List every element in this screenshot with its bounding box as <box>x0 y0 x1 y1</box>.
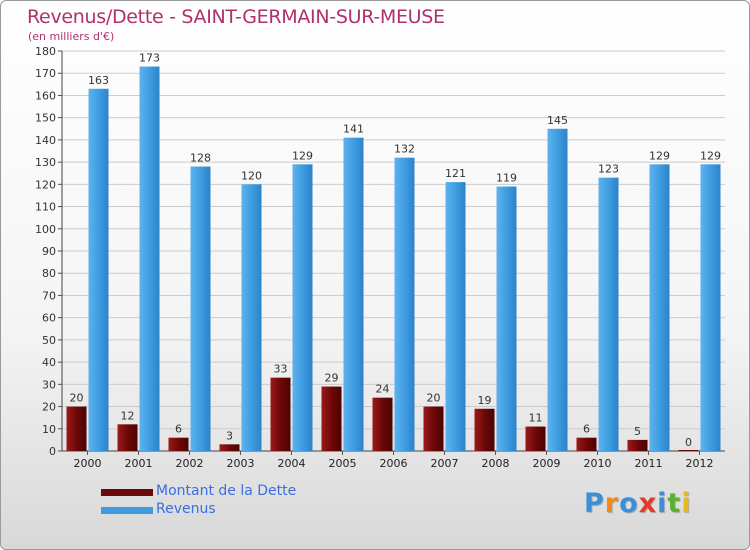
data-label-revenue: 173 <box>139 52 160 65</box>
y-tick-label: 140 <box>35 134 56 147</box>
data-label-revenue: 123 <box>598 163 619 176</box>
bar-revenue <box>496 186 517 452</box>
chart-subtitle: (en milliers d'€) <box>28 30 115 43</box>
bar-debt <box>66 406 87 451</box>
data-label-debt: 3 <box>226 429 233 442</box>
y-tick-label: 0 <box>49 445 56 458</box>
y-tick-label: 50 <box>42 334 56 347</box>
bar-revenue <box>394 157 415 451</box>
legend-swatch-debt <box>101 489 153 496</box>
data-label-debt: 20 <box>70 392 84 405</box>
data-label-debt: 20 <box>427 392 441 405</box>
data-label-revenue: 163 <box>88 74 109 87</box>
x-tick-label: 2002 <box>176 457 204 470</box>
bar-revenue <box>190 166 211 452</box>
x-tick-label: 2005 <box>329 457 357 470</box>
data-label-revenue: 121 <box>445 167 466 180</box>
bar-revenue <box>700 164 721 452</box>
x-tick-label: 2006 <box>380 457 408 470</box>
data-label-debt: 12 <box>121 409 135 422</box>
legend-label-debt: Montant de la Dette <box>156 483 297 499</box>
y-tick-label: 20 <box>42 401 56 414</box>
data-label-debt: 6 <box>175 423 182 436</box>
data-label-revenue: 129 <box>649 149 670 162</box>
bar-revenue <box>598 177 619 451</box>
data-label-debt: 6 <box>583 423 590 436</box>
bar-revenue <box>445 182 466 451</box>
bar-debt <box>219 444 240 451</box>
y-tick-label: 110 <box>35 201 56 214</box>
bar-debt <box>321 386 342 451</box>
bar-debt <box>474 408 495 451</box>
data-label-revenue: 145 <box>547 114 568 127</box>
x-tick-label: 2012 <box>686 457 714 470</box>
x-tick-label: 2001 <box>125 457 153 470</box>
data-label-debt: 5 <box>634 425 641 438</box>
x-tick-label: 2003 <box>227 457 255 470</box>
data-label-revenue: 129 <box>700 149 721 162</box>
x-tick-label: 2007 <box>431 457 459 470</box>
data-label-revenue: 119 <box>496 172 517 185</box>
y-tick-label: 120 <box>35 178 56 191</box>
bar-debt <box>627 439 648 451</box>
data-label-debt: 24 <box>376 383 390 396</box>
y-tick-label: 10 <box>42 423 56 436</box>
bar-debt <box>576 437 597 451</box>
x-tick-label: 2008 <box>482 457 510 470</box>
y-tick-label: 80 <box>42 267 56 280</box>
data-label-debt: 29 <box>325 372 339 385</box>
y-tick-label: 170 <box>35 67 56 80</box>
bar-debt <box>372 397 393 451</box>
bar-debt <box>423 406 444 451</box>
data-label-debt: 33 <box>274 363 288 376</box>
x-tick-label: 2010 <box>584 457 612 470</box>
x-tick-label: 2011 <box>635 457 663 470</box>
bar-revenue <box>139 66 160 452</box>
bar-revenue <box>88 88 109 452</box>
data-label-revenue: 128 <box>190 152 211 165</box>
data-label-debt: 19 <box>478 394 492 407</box>
y-tick-label: 70 <box>42 289 56 302</box>
x-tick-label: 2009 <box>533 457 561 470</box>
y-tick-label: 160 <box>35 89 56 102</box>
bar-revenue <box>343 137 364 451</box>
y-tick-label: 180 <box>35 45 56 58</box>
data-label-revenue: 129 <box>292 149 313 162</box>
chart-title: Revenus/Dette - SAINT-GERMAIN-SUR-MEUSE <box>27 6 445 28</box>
bar-debt <box>525 426 546 451</box>
bar-revenue <box>649 164 670 452</box>
data-label-debt: 0 <box>685 436 692 449</box>
legend-label-revenue: Revenus <box>156 501 216 517</box>
data-label-debt: 11 <box>529 412 543 425</box>
data-label-revenue: 132 <box>394 143 415 156</box>
legend-swatch-revenue <box>101 507 153 514</box>
y-tick-label: 150 <box>35 112 56 125</box>
bar-revenue <box>241 184 262 452</box>
y-tick-label: 90 <box>42 245 56 258</box>
bar-revenue <box>292 164 313 452</box>
bar-debt <box>117 424 138 451</box>
data-label-revenue: 141 <box>343 123 364 136</box>
bar-debt <box>168 437 189 451</box>
y-tick-label: 60 <box>42 312 56 325</box>
bar-debt <box>678 450 699 451</box>
x-tick-label: 2004 <box>278 457 306 470</box>
y-tick-label: 40 <box>42 356 56 369</box>
x-tick-label: 2000 <box>74 457 102 470</box>
bar-revenue <box>547 128 568 451</box>
proxiti-logo: Proxiti <box>584 488 692 519</box>
data-label-revenue: 120 <box>241 169 262 182</box>
y-tick-label: 130 <box>35 156 56 169</box>
y-tick-label: 30 <box>42 378 56 391</box>
bar-debt <box>270 377 291 451</box>
y-tick-label: 100 <box>35 223 56 236</box>
